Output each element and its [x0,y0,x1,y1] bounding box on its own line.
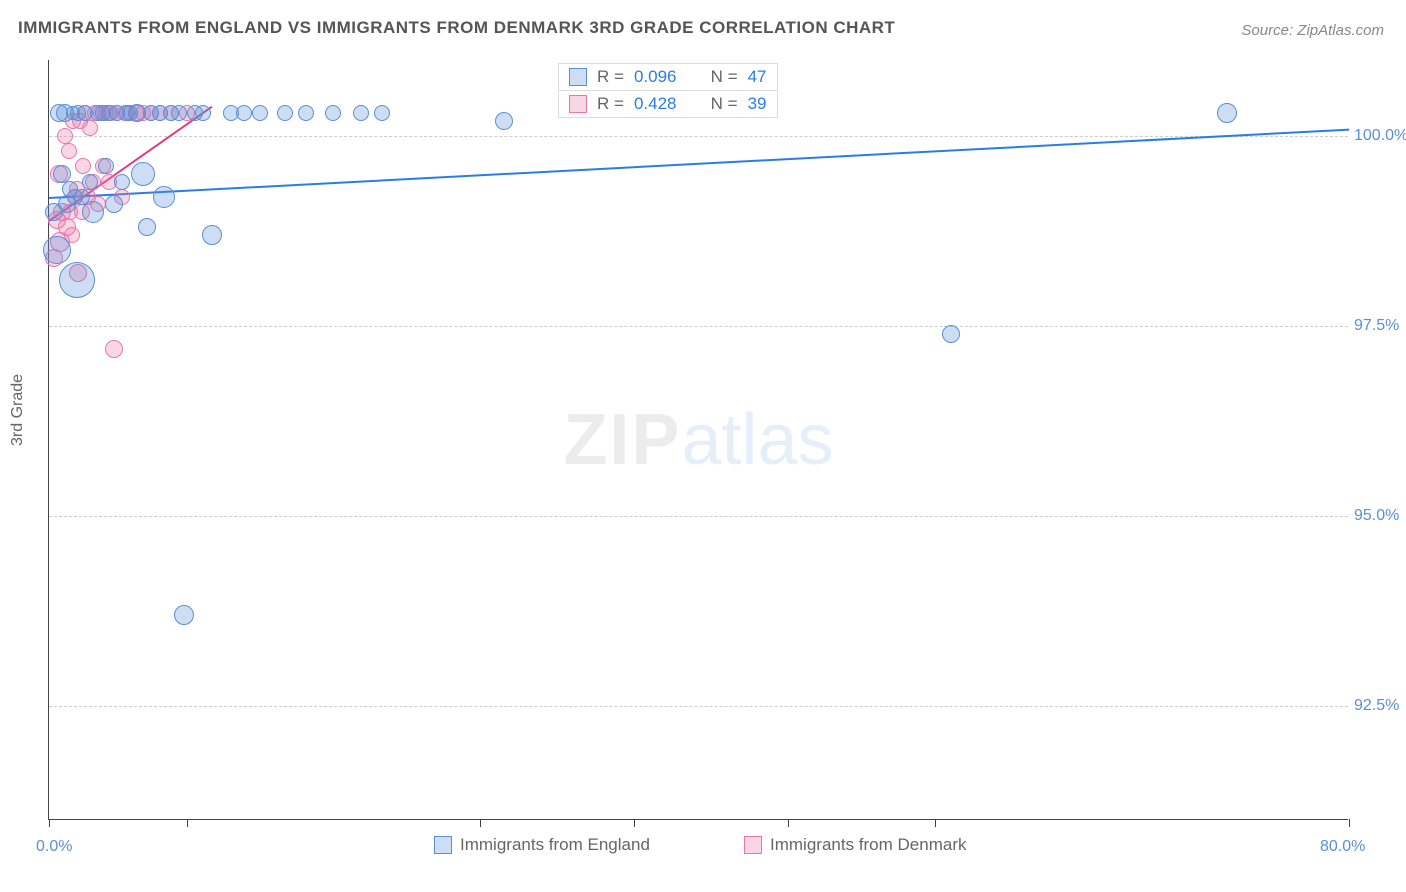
x-tick [480,819,481,827]
data-point [153,186,175,208]
data-point [57,128,73,144]
data-point [195,105,211,121]
watermark: ZIPatlas [563,399,833,481]
data-point [61,143,77,159]
source-name: ZipAtlas.com [1297,22,1384,39]
x-tick-label: 0.0% [36,838,72,856]
data-point [1217,103,1237,123]
source-label: Source: [1241,22,1297,39]
data-point [942,325,960,343]
x-tick [1349,819,1350,827]
data-point [105,340,123,358]
legend-swatch [569,68,587,86]
trend-line [49,128,1349,198]
y-tick-label: 97.5% [1354,317,1406,335]
data-point [353,105,369,121]
data-point [325,105,341,121]
plot-area: ZIPatlas 92.5%95.0%97.5%100.0% [48,60,1348,820]
data-point [374,105,390,121]
x-tick [187,819,188,827]
data-point [82,120,98,136]
x-tick [788,819,789,827]
watermark-zip: ZIP [563,400,681,480]
legend-item: Immigrants from England [434,835,650,855]
stats-row: R = 0.096 N = 47 [559,64,777,91]
data-point [105,195,123,213]
y-tick-label: 95.0% [1354,507,1406,525]
stats-n-label: N = [711,94,738,114]
x-tick-label: 80.0% [1320,838,1365,856]
data-point [131,162,155,186]
grid-line [49,326,1348,327]
data-point [277,105,293,121]
source-attribution: Source: ZipAtlas.com [1241,22,1384,39]
data-point [298,105,314,121]
data-point [495,112,513,130]
data-point [236,105,252,121]
data-point [98,158,114,174]
grid-line [49,136,1348,137]
data-point [59,262,95,298]
legend-label: Immigrants from England [460,835,650,855]
legend-swatch [569,95,587,113]
grid-line [49,516,1348,517]
legend-label: Immigrants from Denmark [770,835,966,855]
data-point [82,201,104,223]
x-tick [49,819,50,827]
legend-swatch [434,836,452,854]
legend-swatch [744,836,762,854]
stats-n-value: 39 [748,94,767,114]
x-tick [634,819,635,827]
legend-item: Immigrants from Denmark [744,835,966,855]
grid-line [49,706,1348,707]
data-point [138,218,156,236]
data-point [114,174,130,190]
stats-r-value: 0.096 [634,67,677,87]
data-point [43,236,71,264]
stats-n-label: N = [711,67,738,87]
data-point [75,158,91,174]
y-axis-label: 3rd Grade [9,374,27,446]
stats-r-label: R = [597,67,624,87]
chart-title: IMMIGRANTS FROM ENGLAND VS IMMIGRANTS FR… [18,18,895,38]
data-point [174,605,194,625]
x-tick [935,819,936,827]
data-point [202,225,222,245]
stats-row: R = 0.428 N = 39 [559,91,777,117]
stats-r-value: 0.428 [634,94,677,114]
data-point [82,174,98,190]
y-tick-label: 100.0% [1354,127,1406,145]
stats-r-label: R = [597,94,624,114]
watermark-atlas: atlas [681,400,833,480]
data-point [171,105,187,121]
stats-n-value: 47 [748,67,767,87]
y-tick-label: 92.5% [1354,697,1406,715]
data-point [252,105,268,121]
stats-box: R = 0.096 N = 47R = 0.428 N = 39 [558,63,778,118]
